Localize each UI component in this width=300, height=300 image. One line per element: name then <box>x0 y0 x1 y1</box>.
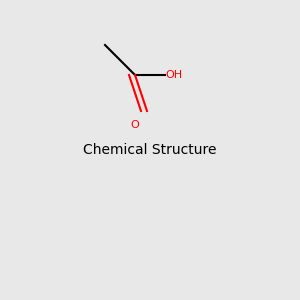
Text: Chemical Structure: Chemical Structure <box>83 143 217 157</box>
Text: OH: OH <box>165 70 182 80</box>
Text: O: O <box>130 120 140 130</box>
